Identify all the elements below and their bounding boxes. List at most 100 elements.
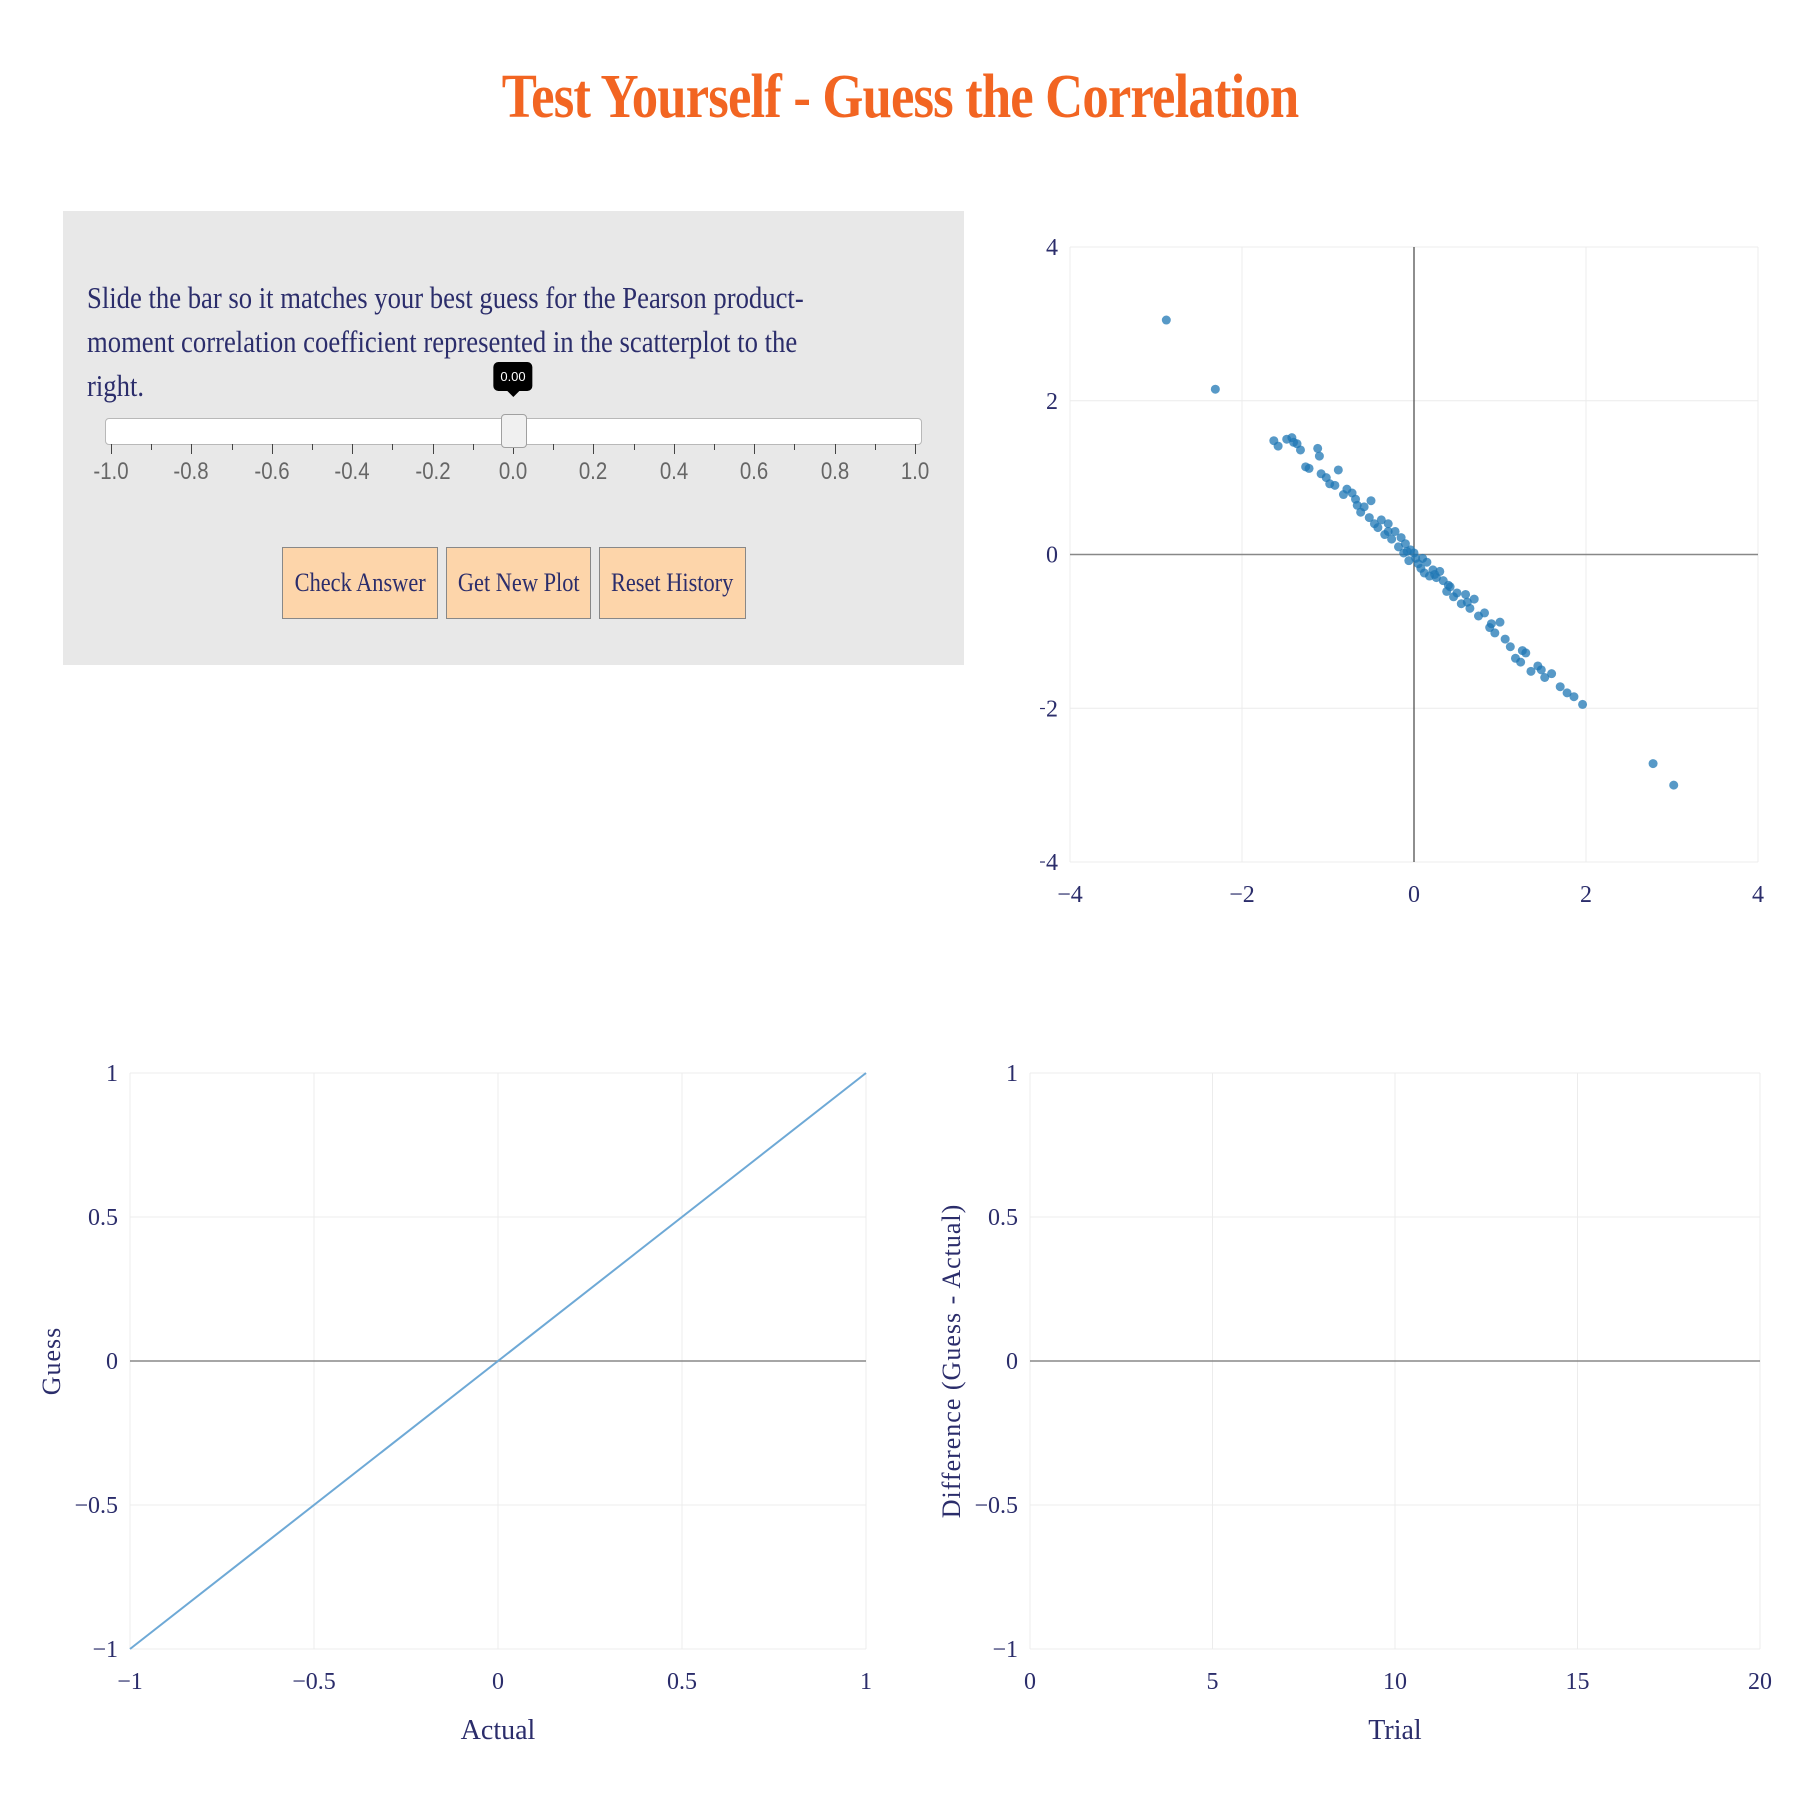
scatter-point (1443, 580, 1453, 590)
scatter-point (1376, 515, 1386, 525)
scatter-point (1669, 780, 1679, 790)
scatter-point (1373, 523, 1383, 533)
slider-tick (673, 444, 675, 454)
slider-tick (472, 444, 474, 450)
scatter-point (1536, 665, 1546, 675)
reset-history-button[interactable]: Reset History (599, 547, 746, 619)
slider-value-tooltip: 0.00 (493, 362, 533, 397)
x-tick-label: 10 (1383, 1669, 1407, 1695)
scatter-point (1295, 445, 1305, 455)
series-line (129, 1072, 867, 1650)
guess-vs-actual-chart: −1 −0.5 0 0.5 1 −1 −0.5 0 0.5 1 Actual Guess (37, 1061, 872, 1746)
y-axis-title: Difference (Guess - Actual) (937, 1204, 966, 1519)
slider-tick-label: -0.2 (415, 458, 451, 485)
scatter-point (1648, 759, 1658, 769)
y-tick-label: 2 (1046, 389, 1058, 415)
slider-tick (593, 444, 595, 454)
scatter-point (1359, 502, 1369, 512)
y-tick-label: −4 (1040, 850, 1058, 876)
scatter-point (1383, 519, 1393, 529)
scatter-point (1390, 526, 1400, 536)
slider-tick-label: -1.0 (93, 458, 129, 485)
scatter-point (1161, 315, 1171, 325)
scatter-point (1289, 437, 1299, 447)
y-tick-label: −0.5 (74, 1493, 118, 1519)
slider-tick (874, 444, 876, 450)
slider-tick (714, 444, 715, 450)
x-tick-label: −1 (117, 1669, 143, 1695)
slider-tick (312, 444, 313, 450)
slider-tick (432, 444, 434, 454)
scatter-point (1505, 642, 1515, 652)
scatter-point (1304, 463, 1314, 473)
difference-by-trial-chart: 0 5 10 15 20 −1 −0.5 0 0.5 1 Trial Difference (Gues… (937, 1061, 1772, 1746)
slider-tick-label: -0.6 (254, 458, 290, 485)
y-tick-label: 0 (1046, 543, 1058, 569)
y-tick-label: 0 (1006, 1349, 1018, 1375)
slider-tick-label: 0.6 (740, 458, 769, 485)
scatter-point (1555, 682, 1565, 692)
scatter-point (1569, 692, 1579, 702)
scatter-point (1400, 539, 1410, 549)
scatter-point (1321, 473, 1331, 483)
slider-tick-label: 0.0 (498, 458, 528, 485)
scatter-point (1430, 569, 1440, 579)
scatter-point (1486, 619, 1496, 629)
scatter-point (1394, 542, 1404, 552)
instructions-text: Slide the bar so it matches your best gu… (87, 280, 804, 403)
scatter-point (1366, 496, 1376, 506)
slider-handle[interactable] (501, 414, 527, 448)
scatterplot-chart: −4 −2 0 2 4 −4 −2 0 2 4 (1040, 235, 1764, 908)
x-tick-label: 20 (1748, 1669, 1772, 1695)
scatter-point (1469, 594, 1479, 604)
slider-tick (392, 444, 394, 450)
page-title: Test Yourself - Guess the Correlation (501, 63, 1299, 131)
scatter-point (1313, 443, 1323, 453)
slider-tick (151, 444, 153, 450)
scatter-point (1517, 646, 1527, 656)
slider-tick (553, 444, 555, 450)
control-panel: Slide the bar so it matches your best gu… (63, 211, 964, 665)
scatter-point (1490, 628, 1500, 638)
scatter-point (1480, 608, 1490, 618)
scatter-point (1500, 634, 1510, 644)
slider-tick (915, 444, 916, 454)
scatter-point (1526, 666, 1536, 676)
y-tick-label: −1 (992, 1637, 1018, 1663)
slider-tick (111, 444, 112, 454)
slider-tick (271, 444, 273, 454)
scatter-point (1578, 699, 1588, 709)
scatter-point (1540, 673, 1550, 682)
slider-tick-label: 0.2 (579, 458, 608, 485)
y-tick-label: −0.5 (974, 1493, 1018, 1519)
correlation-slider[interactable]: 0.00 -1.0 -0.8 -0.6 -0.4 -0.2 0.0 0.2 0.4 0.6 0.8… (93, 362, 929, 508)
slider-tick (633, 444, 635, 450)
y-tick-label: −2 (1040, 696, 1058, 722)
x-tick-label: 0 (1024, 1669, 1036, 1695)
y-tick-label: 0.5 (88, 1205, 118, 1231)
scatter-point (1495, 617, 1505, 627)
y-tick-label: 1 (1006, 1061, 1018, 1087)
get-new-plot-button[interactable]: Get New Plot (446, 547, 591, 619)
x-tick-label: 5 (1207, 1669, 1219, 1695)
scatter-point (1462, 597, 1472, 607)
x-tick-label: 15 (1566, 1669, 1590, 1695)
slider-tick (834, 444, 836, 454)
slider-tick-label: -0.8 (173, 458, 209, 485)
x-tick-label: 4 (1752, 882, 1764, 908)
scatter-point (1452, 588, 1462, 598)
slider-tick (754, 444, 756, 454)
slider-tick (794, 444, 796, 450)
x-axis-title: Trial (1368, 1715, 1422, 1746)
y-tick-label: 1 (106, 1061, 118, 1087)
scatter-point (1402, 546, 1412, 556)
scatter-point (1461, 589, 1471, 599)
y-axis-title: Guess (37, 1327, 66, 1396)
x-tick-label: −4 (1057, 882, 1083, 908)
slider-tick (231, 444, 233, 450)
slider-tick-label: 1.0 (900, 458, 930, 485)
check-answer-button[interactable]: Check Answer (282, 547, 438, 619)
scatter-point (1330, 480, 1340, 490)
scatter-point (1364, 513, 1374, 523)
scatter-point (1547, 669, 1557, 679)
